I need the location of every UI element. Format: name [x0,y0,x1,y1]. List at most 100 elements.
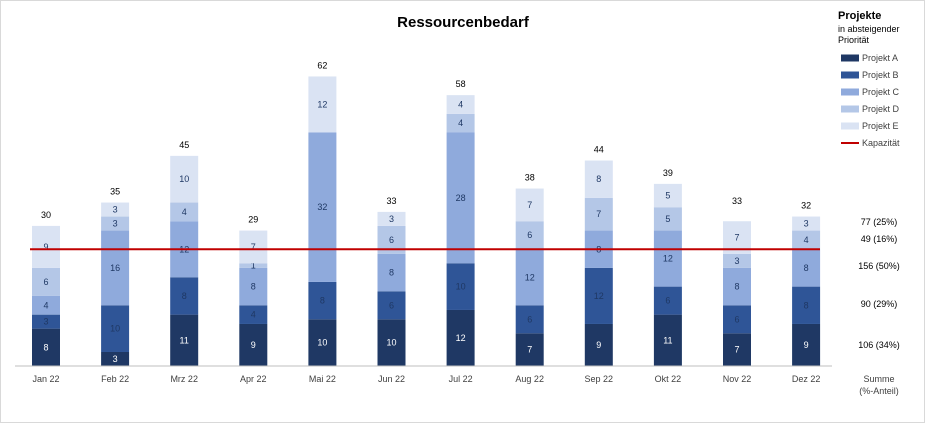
bar-segment [308,319,337,366]
bar-segment [32,314,60,329]
x-tick-labels: Jan 22 Feb 22 Mrz 22 Apr 22 Mai 22 Jun 22 Jul … [32,374,820,384]
data-label: 12 [663,254,673,264]
total-label: 62 [317,60,327,70]
data-label: 4 [251,310,256,320]
bar-segment [170,202,199,222]
bar-segment [377,319,406,366]
bar-segment [32,328,60,366]
data-label: 7 [527,345,532,355]
total-label: 33 [732,196,742,206]
bar-segment [308,132,337,282]
data-label: 6 [389,235,394,245]
bars-layer: 8346930310163335118124104594817291083212… [32,60,821,366]
legend-swatch [841,105,859,113]
legend: Projekte in absteigender Priorität Proje… [838,10,900,148]
legend-swatch [841,88,859,96]
data-label: 10 [179,174,189,184]
sum-labels: 106 (34%) 90 (29%) 156 (50%) 49 (16%) 77 (25… [858,217,900,396]
data-label: 16 [110,263,120,273]
bar-segment [170,277,199,315]
legend-label: Kapazität [862,138,900,148]
data-label: 1 [251,261,256,271]
legend-label: Projekt A [862,53,898,63]
data-label: 4 [182,207,187,217]
x-tick-label: Jan 22 [32,374,59,384]
bar-segment [170,155,199,203]
sum-header-line-2: (%-Anteil) [859,386,899,396]
total-label: 38 [525,173,535,183]
data-label: 8 [804,263,809,273]
data-label: 28 [456,193,466,203]
data-label: 4 [458,118,463,128]
data-label: 5 [665,191,670,201]
total-label: 29 [248,215,258,225]
bar-segment [308,76,337,133]
bar-segment [584,267,613,324]
bar-segment [101,216,130,231]
bar-segment [377,211,406,226]
sum-label: 156 (50%) [858,261,900,271]
bar-segment [792,323,821,366]
data-label: 7 [734,233,739,243]
bar-segment [653,314,682,366]
data-label: 32 [317,202,327,212]
legend-label: Projekt E [862,121,899,131]
data-label: 12 [594,291,604,301]
data-label: 7 [251,242,256,252]
data-label: 8 [804,300,809,310]
legend-swatch [841,122,859,130]
data-label: 6 [527,314,532,324]
data-label: 8 [43,342,48,352]
bar-segment [308,281,337,320]
legend-title: Projekte [838,10,881,22]
x-tick-label: Dez 22 [792,374,821,384]
data-label: 12 [317,99,327,109]
data-label: 4 [458,99,463,109]
data-label: 7 [734,345,739,355]
bar-segment [723,333,751,366]
bar-segment [101,351,130,366]
bar-segment [170,314,199,366]
legend-subtitle-line-1: in absteigender [838,24,900,34]
sum-label: 106 (34%) [858,340,900,350]
bar-segment [515,221,544,250]
bar-segment [792,249,821,287]
bar-segment [32,267,60,296]
data-label: 5 [665,214,670,224]
bar-segment [446,113,475,133]
bar-segment [446,95,475,114]
bar-segment [515,188,544,222]
total-label: 45 [179,140,189,150]
legend-swatch [841,71,859,79]
data-label: 8 [389,268,394,278]
bar-segment [653,183,682,208]
bar-segment [101,230,130,306]
bar-segment [239,267,268,306]
data-label: 3 [113,219,118,229]
data-label: 8 [596,174,601,184]
bar-segment [377,253,406,292]
bar-segment [584,323,613,366]
bar-segment [101,305,130,352]
data-label: 3 [113,205,118,215]
x-tick-label: Mai 22 [309,374,336,384]
data-label: 10 [386,338,396,348]
bar-segment [32,225,60,268]
x-tick-label: Jun 22 [378,374,405,384]
data-label: 6 [665,296,670,306]
bar-segment [32,295,60,315]
sum-label: 49 (16%) [861,234,898,244]
x-tick-label: Apr 22 [240,374,267,384]
bar-segment [723,253,751,268]
x-tick-label: Mrz 22 [170,374,198,384]
bar-segment [239,263,268,268]
total-label: 32 [801,201,811,211]
bar-segment [446,263,475,310]
bar-segment [653,207,682,231]
bar-segment [446,132,475,264]
data-label: 8 [251,282,256,292]
data-label: 10 [317,338,327,348]
x-tick-label: Feb 22 [101,374,129,384]
data-label: 6 [43,277,48,287]
bar-segment [723,305,751,334]
